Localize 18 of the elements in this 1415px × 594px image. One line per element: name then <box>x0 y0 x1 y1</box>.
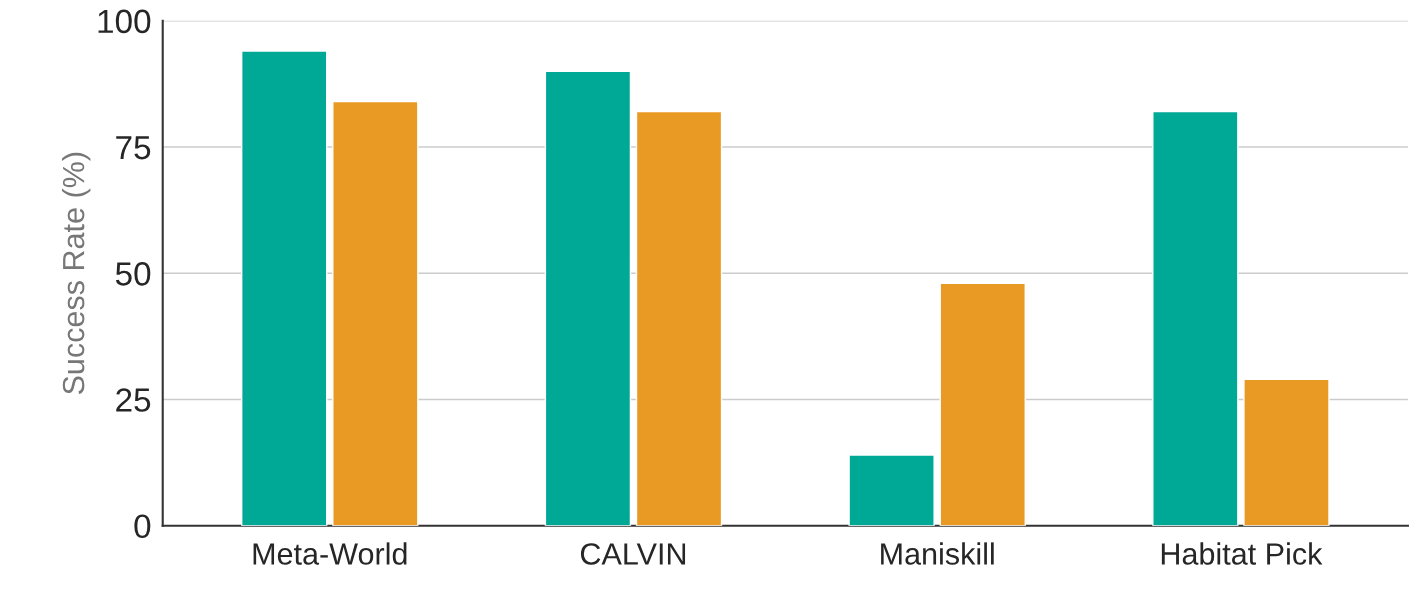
y-tick-label: 100 <box>98 9 151 34</box>
bar <box>332 100 419 526</box>
y-tick-label: 50 <box>115 262 151 286</box>
y-tick-label: 25 <box>116 388 151 412</box>
bar <box>939 282 1026 526</box>
x-tick-label: Habitat Pick <box>1161 542 1323 565</box>
bar <box>1152 110 1239 526</box>
bar <box>240 50 328 526</box>
bar <box>635 110 723 526</box>
x-tick-label: Maniskill <box>881 542 994 565</box>
x-tick-label: CALVIN <box>580 543 686 565</box>
y-tick-label: 75 <box>116 136 151 160</box>
bar <box>1243 378 1330 526</box>
bar <box>544 70 632 526</box>
y-axis-title: Success Rate (%) <box>61 152 91 395</box>
x-tick-label: Meta-World <box>253 542 407 565</box>
y-tick-label: 0 <box>134 514 151 539</box>
bar <box>848 454 935 526</box>
